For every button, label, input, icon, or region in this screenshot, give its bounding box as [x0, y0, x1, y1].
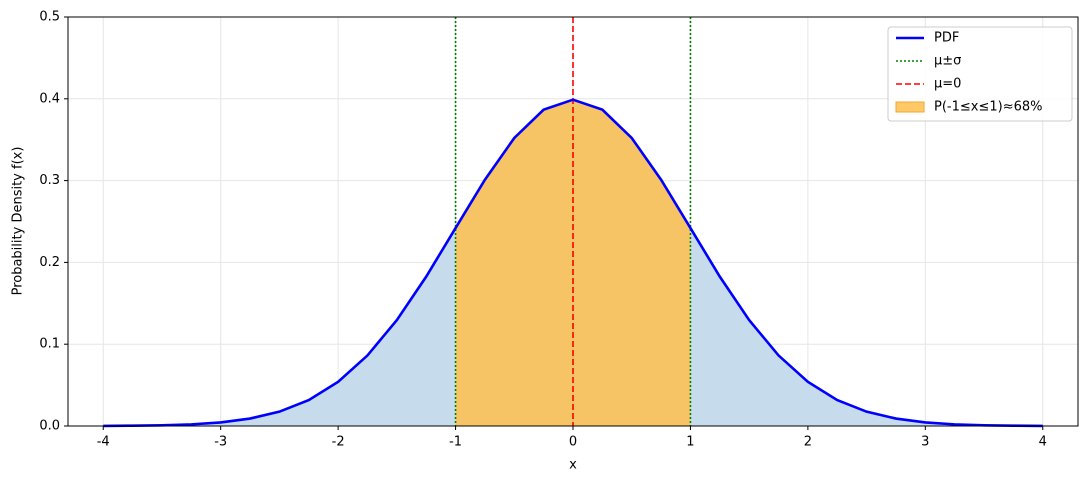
legend-swatch	[895, 101, 925, 113]
y-axis-label: Probability Density f(x)	[11, 147, 26, 296]
y-tick-label: 0.0	[39, 419, 60, 434]
x-tick-label: -1	[449, 435, 462, 450]
x-tick-label: 1	[686, 435, 694, 450]
y-tick-label: 0.5	[39, 10, 60, 25]
x-axis-label: x	[569, 458, 577, 473]
x-tick-label: 2	[804, 435, 812, 450]
plot-frame	[67, 16, 1079, 427]
y-tick-label: 0.1	[39, 337, 60, 352]
pdf-line	[103, 98, 1043, 428]
legend-label: P(-1≤x≤1)≈68%	[934, 100, 1042, 115]
y-tick-label: 0.4	[39, 91, 60, 106]
legend-label: PDF	[934, 31, 959, 46]
x-tick-label: -3	[214, 435, 227, 450]
y-tick-label: 0.2	[39, 255, 60, 270]
legend-box	[887, 26, 1073, 122]
legend-label: μ=0	[934, 77, 961, 92]
x-tick-label: 3	[921, 435, 929, 450]
y-tick-label: 0.3	[39, 173, 60, 188]
x-tick-label: -2	[332, 435, 345, 450]
x-tick-label: 4	[1039, 435, 1047, 450]
x-tick-label: 0	[569, 435, 577, 450]
legend-label: μ±σ	[934, 54, 961, 69]
x-tick-label: -4	[97, 435, 110, 450]
